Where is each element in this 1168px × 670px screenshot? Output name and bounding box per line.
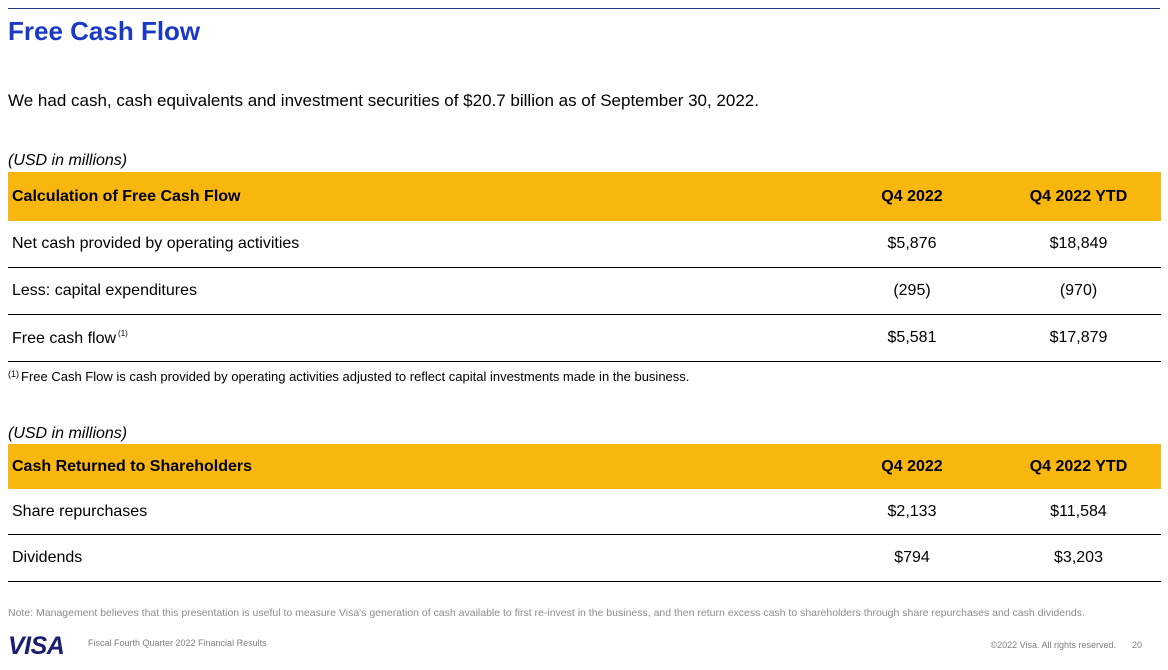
visa-logo: VISA bbox=[8, 632, 65, 660]
table-row: Dividends $794 $3,203 bbox=[8, 535, 1161, 582]
row-q4-value: $5,876 bbox=[887, 235, 937, 252]
crs-header-label: Cash Returned to Shareholders bbox=[12, 457, 253, 475]
table-row: Net cash provided by operating activitie… bbox=[8, 221, 1161, 268]
crs-table-header: Cash Returned to Shareholders Q4 2022 Q4… bbox=[8, 444, 1161, 489]
top-rule bbox=[8, 8, 1160, 9]
table-row: Less: capital expenditures (295) (970) bbox=[8, 268, 1161, 315]
row-label: Dividends bbox=[12, 549, 83, 566]
management-note: Note: Management believes that this pres… bbox=[8, 607, 1085, 619]
crs-table: Cash Returned to Shareholders Q4 2022 Q4… bbox=[8, 444, 1161, 582]
row-label: Free cash flow (1) bbox=[8, 329, 828, 348]
row-q4-value: $794 bbox=[894, 549, 930, 566]
row-label: Less: capital expenditures bbox=[12, 282, 197, 299]
footer-right: ©2022 Visa. All rights reserved. 20 bbox=[990, 640, 1142, 650]
footer-subtitle: Fiscal Fourth Quarter 2022 Financial Res… bbox=[88, 638, 267, 648]
page-title: Free Cash Flow bbox=[8, 16, 201, 46]
lead-text: We had cash, cash equivalents and invest… bbox=[8, 91, 759, 110]
fcf-table-header: Calculation of Free Cash Flow Q4 2022 Q4… bbox=[8, 172, 1161, 221]
table-row: Free cash flow (1) $5,581 $17,879 bbox=[8, 315, 1161, 362]
row-q4-value: $5,581 bbox=[887, 329, 937, 346]
row-ytd-value: $3,203 bbox=[1054, 549, 1103, 566]
crs-units-label: (USD in millions) bbox=[8, 425, 128, 442]
fcf-footnote: (1) Free Cash Flow is cash provided by op… bbox=[8, 369, 689, 384]
crs-header-ytd: Q4 2022 YTD bbox=[1029, 457, 1128, 475]
fcf-header-q4: Q4 2022 bbox=[881, 187, 943, 205]
copyright-text: ©2022 Visa. All rights reserved. bbox=[990, 640, 1116, 650]
fcf-table: Calculation of Free Cash Flow Q4 2022 Q4… bbox=[8, 172, 1161, 362]
row-q4-value: $2,133 bbox=[887, 502, 937, 520]
row-label: Net cash provided by operating activitie… bbox=[12, 235, 300, 252]
row-label-text: Free cash flow bbox=[12, 329, 117, 347]
crs-header-q4: Q4 2022 bbox=[881, 457, 943, 475]
row-q4-value: (295) bbox=[893, 282, 931, 299]
fcf-header-ytd: Q4 2022 YTD bbox=[1029, 187, 1128, 205]
row-ytd-value: $17,879 bbox=[1049, 329, 1108, 346]
fcf-units-label: (USD in millions) bbox=[8, 152, 128, 169]
footnote-text: Free Cash Flow is cash provided by opera… bbox=[21, 369, 690, 384]
fcf-header-label: Calculation of Free Cash Flow bbox=[12, 187, 241, 205]
row-label: Share repurchases bbox=[12, 502, 148, 520]
row-ytd-value: (970) bbox=[1059, 282, 1098, 299]
table-row: Share repurchases $2,133 $11,584 bbox=[8, 489, 1161, 535]
row-ytd-value: $18,849 bbox=[1049, 235, 1108, 252]
footnote-marker: (1) bbox=[118, 328, 128, 338]
row-ytd-value: $11,584 bbox=[1050, 502, 1107, 520]
page-number: 20 bbox=[1131, 640, 1142, 650]
footnote-marker: (1) bbox=[8, 369, 19, 379]
